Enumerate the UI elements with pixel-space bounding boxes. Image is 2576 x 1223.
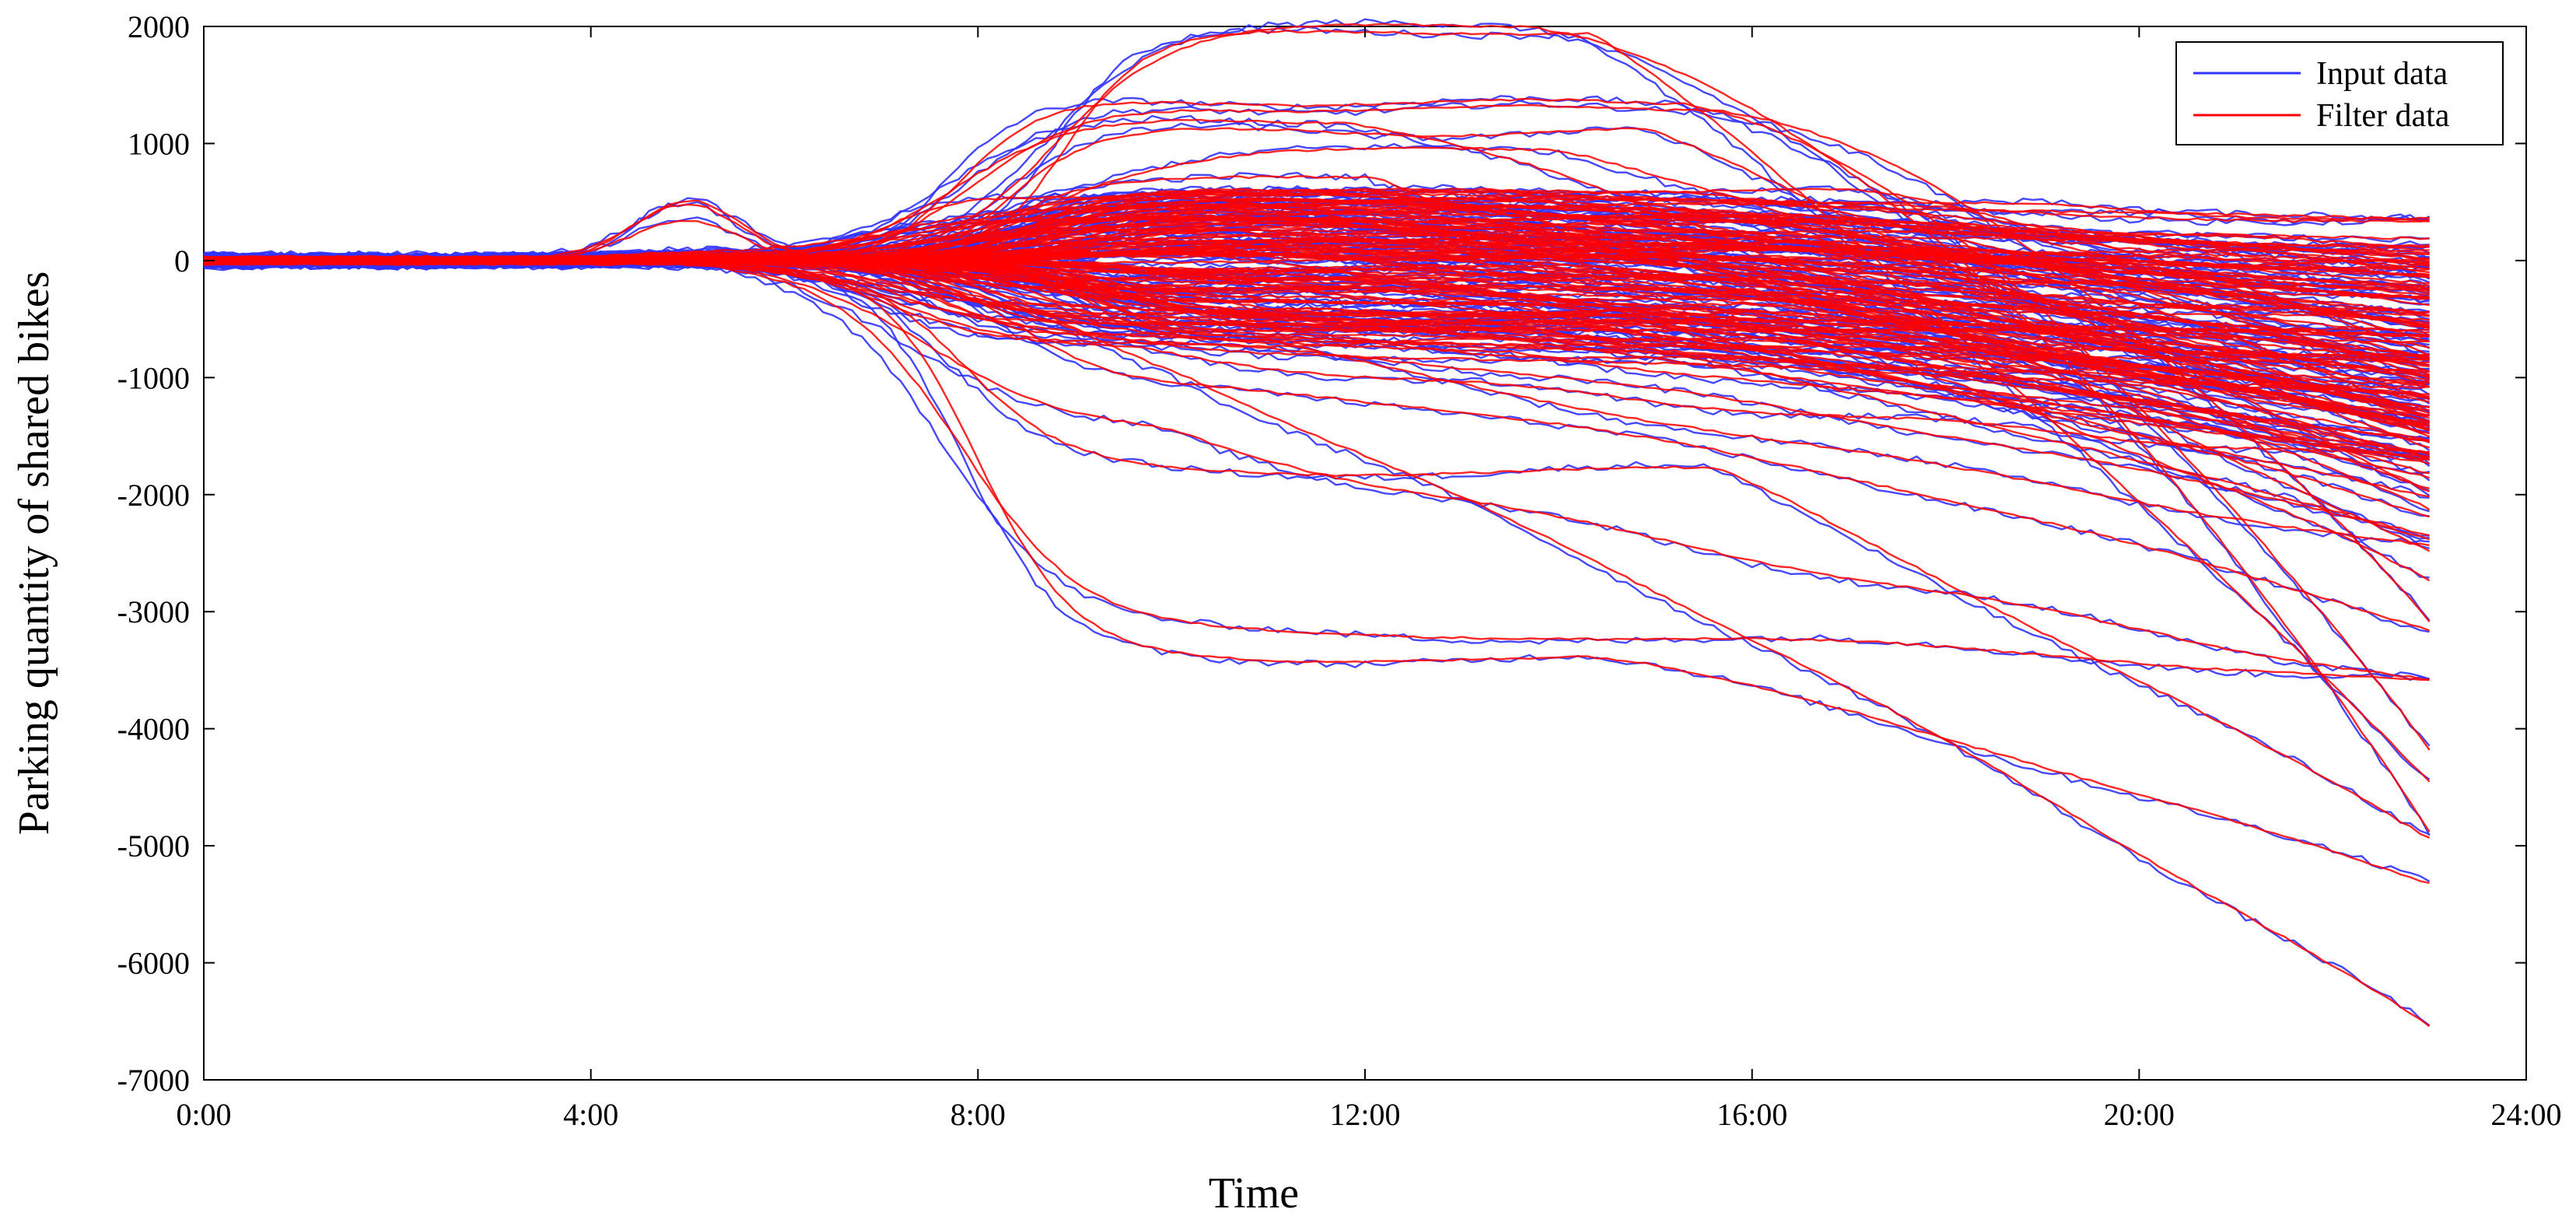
y-tick-label: -3000 bbox=[117, 594, 190, 629]
y-tick-label: -6000 bbox=[117, 946, 190, 981]
x-tick-label: 8:00 bbox=[950, 1097, 1006, 1132]
x-tick-label: 4:00 bbox=[563, 1097, 618, 1132]
x-tick-label: 20:00 bbox=[2104, 1097, 2175, 1132]
x-tick-label: 0:00 bbox=[176, 1097, 231, 1132]
filter-data-line bbox=[203, 255, 2430, 332]
legend-box bbox=[2175, 41, 2504, 145]
y-tick-label: -7000 bbox=[117, 1063, 190, 1098]
filter-data-line bbox=[203, 257, 2430, 344]
filter-data-line bbox=[203, 257, 2430, 395]
y-tick-label: 0 bbox=[174, 244, 190, 279]
y-tick-label: -2000 bbox=[117, 478, 190, 513]
legend-label-filter: Filter data bbox=[2316, 98, 2450, 134]
y-tick-label: -4000 bbox=[117, 712, 190, 747]
legend-label-input: Input data bbox=[2316, 56, 2448, 92]
y-tick-label: 2000 bbox=[128, 9, 190, 44]
x-tick-label: 12:00 bbox=[1329, 1097, 1400, 1132]
y-tick-label: 1000 bbox=[128, 126, 190, 161]
legend: Input data Filter data bbox=[2175, 41, 2504, 145]
filter-data-line bbox=[203, 244, 2430, 285]
y-axis-title: Parking quantity of shared bikes bbox=[10, 272, 58, 836]
x-tick-label: 16:00 bbox=[1717, 1097, 1787, 1132]
ticks-layer: 2000 1000 0 -1000 -2000 -3000 -4000 -5000 -6000 -… bbox=[117, 9, 2562, 1132]
x-axis-title: Time bbox=[1209, 1169, 1299, 1218]
y-tick-label: -5000 bbox=[117, 829, 190, 864]
curves-layer bbox=[203, 18, 2431, 1028]
y-tick-label: -1000 bbox=[117, 360, 190, 395]
x-tick-label: 24:00 bbox=[2490, 1097, 2561, 1132]
